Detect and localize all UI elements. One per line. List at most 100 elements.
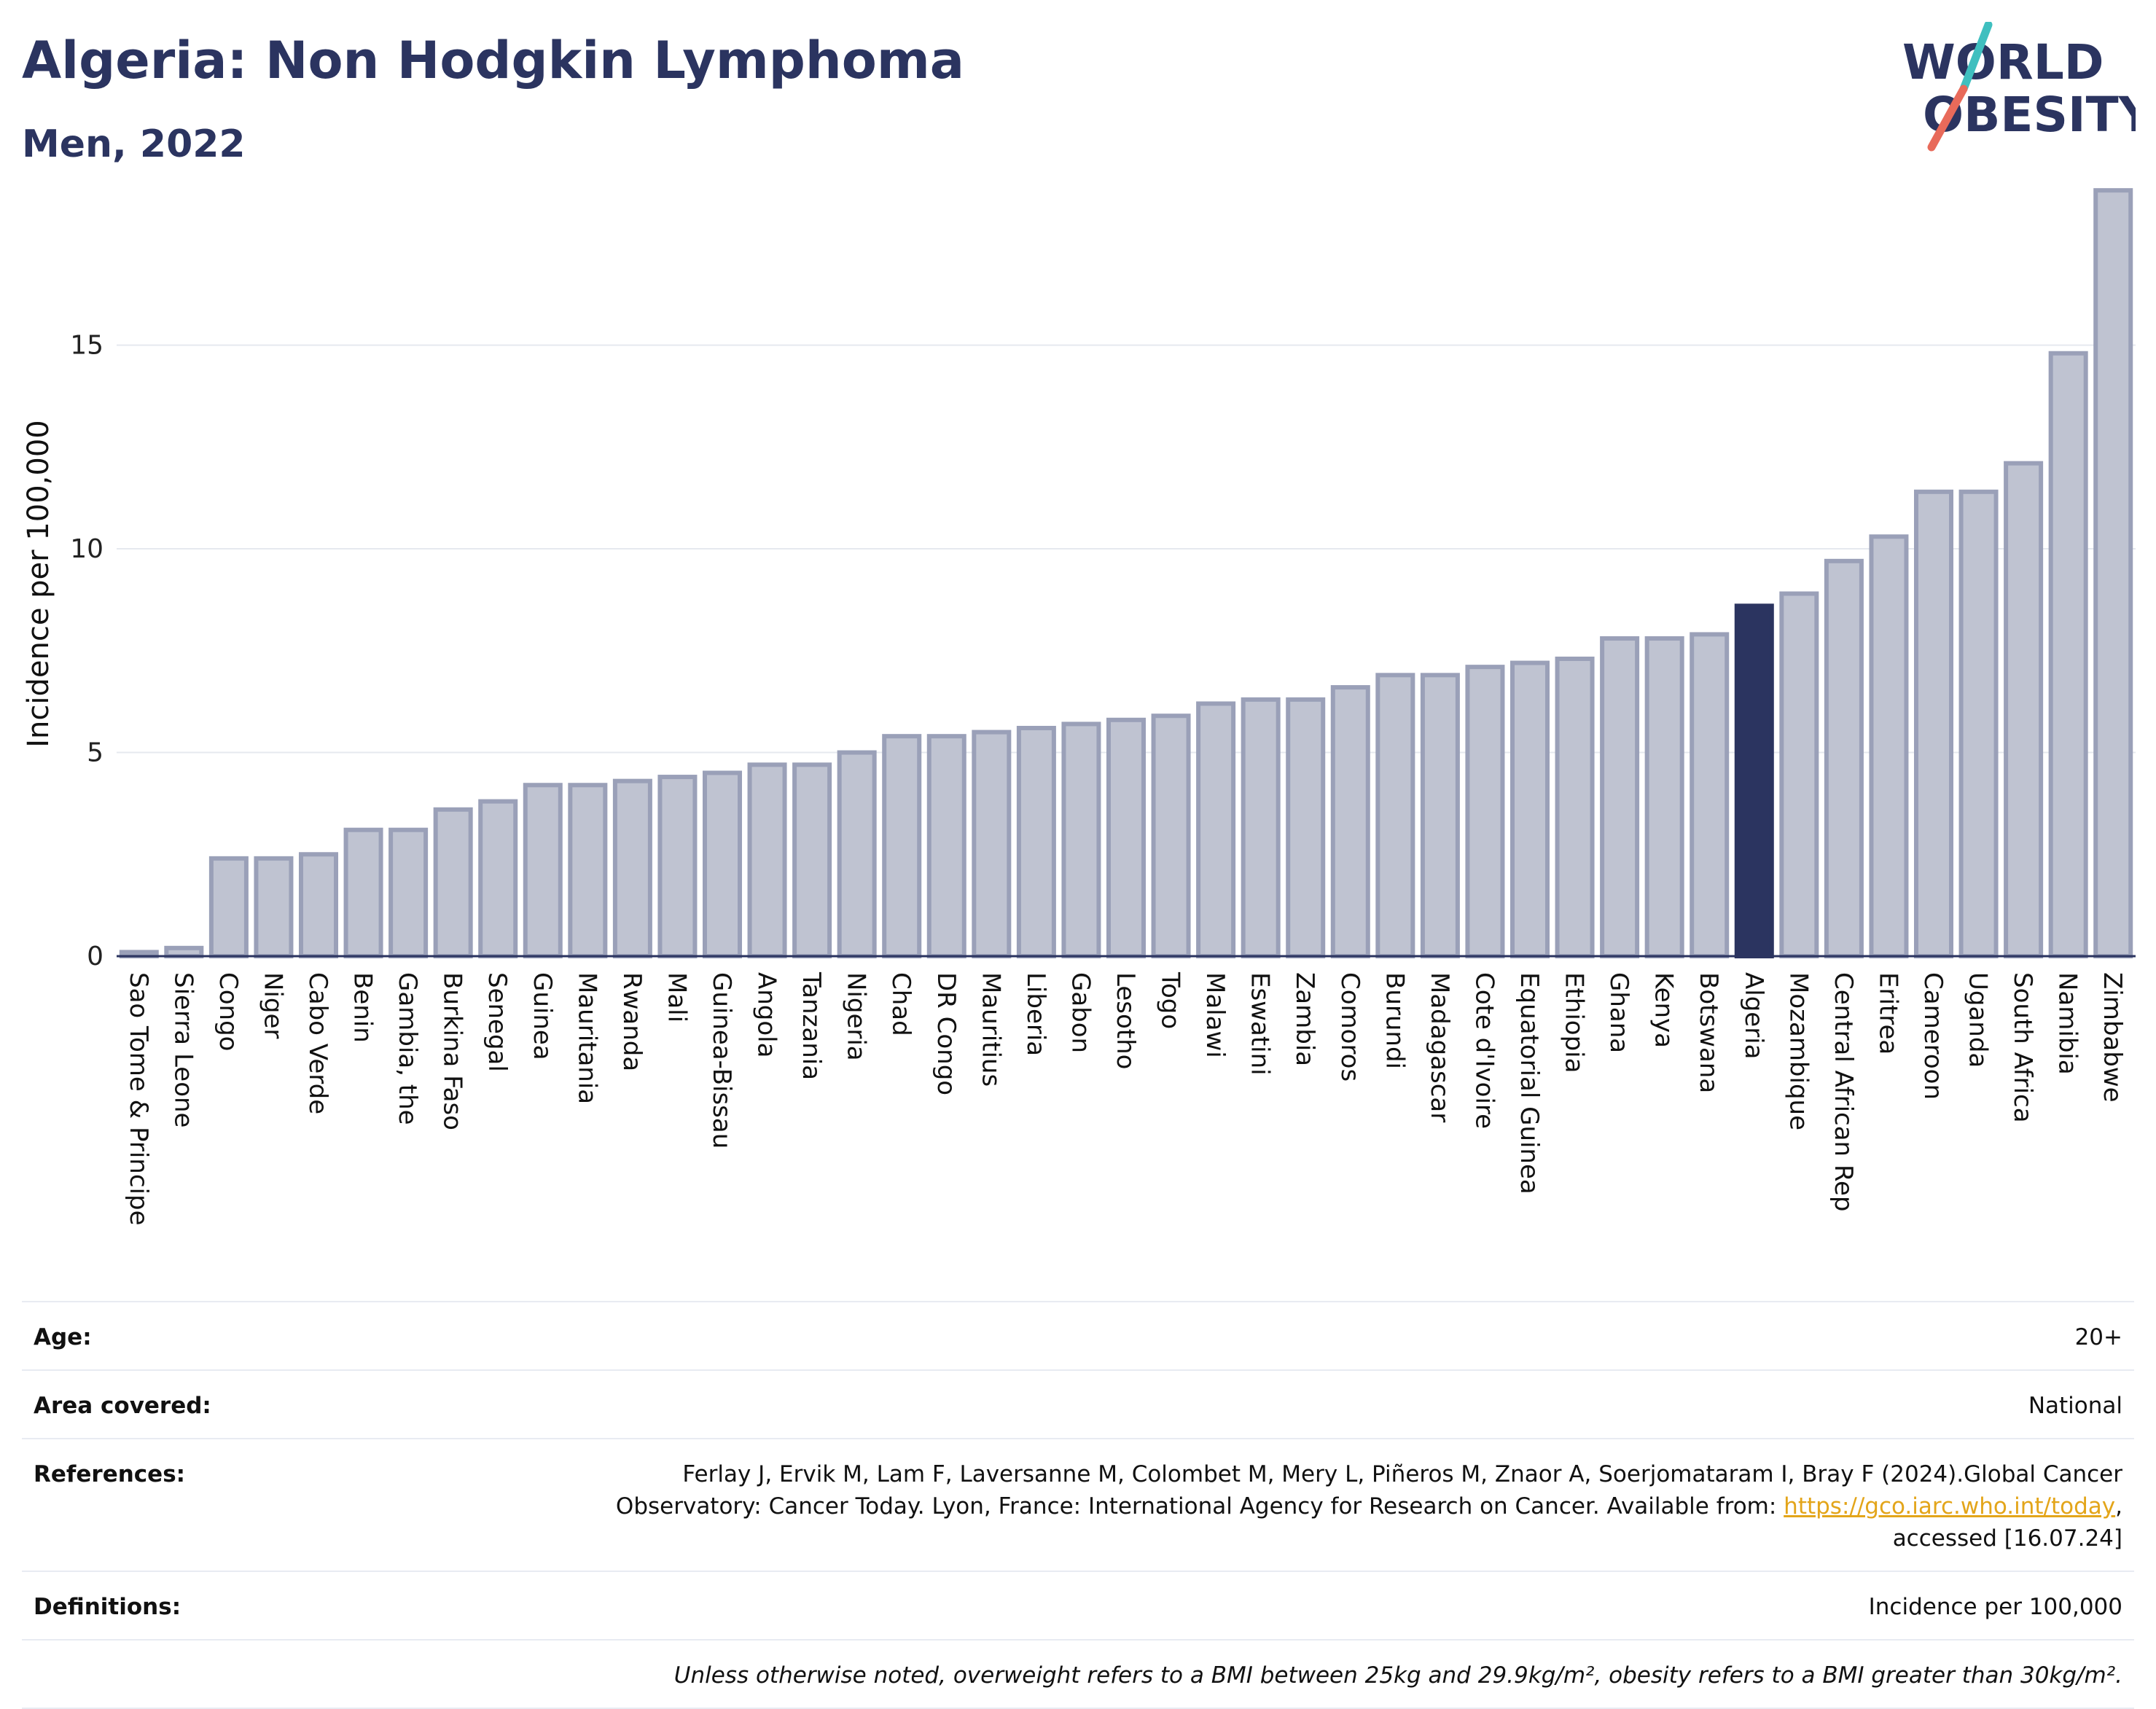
bar <box>1824 558 1864 958</box>
bar <box>388 827 429 958</box>
x-tick-label: Angola <box>752 972 781 1057</box>
definitions-value: Incidence per 100,000 <box>1868 1594 2122 1620</box>
bar <box>1509 660 1550 959</box>
x-tick-label: Burkina Faso <box>438 972 467 1130</box>
area-label: Area covered: <box>34 1393 211 1419</box>
x-tick-label: Gambia, the <box>393 972 422 1125</box>
x-tick-label: Cabo Verde <box>303 972 332 1114</box>
bar <box>433 807 473 958</box>
x-tick-label: Tanzania <box>797 971 826 1080</box>
bar-chart: 0 5 10 15 Sao Tome & Principe Sierra Leone Co… <box>22 188 2136 1226</box>
bar <box>164 945 204 958</box>
x-tick-label: Ghana <box>1604 972 1633 1053</box>
references-value: Ferlay J, Ervik M, Lam F, Laversanne M, … <box>616 1458 2122 1554</box>
x-tick-label: Mali <box>662 972 691 1022</box>
bar <box>1286 697 1326 958</box>
x-tick-label: Eritrea <box>1873 972 1902 1055</box>
x-tick-label: Uganda <box>1964 972 1993 1068</box>
x-tick-label: Eswatini <box>1246 972 1275 1076</box>
bar <box>1869 534 1909 958</box>
bar <box>1106 717 1147 959</box>
x-tick-label: Botswana <box>1694 972 1723 1093</box>
y-tick-label: 5 <box>87 738 103 768</box>
x-tick-label: Zambia <box>1290 972 1319 1066</box>
age-label: Age: <box>34 1324 92 1350</box>
x-tick-label: Mauritius <box>976 972 1005 1087</box>
x-tick-label: Lesotho <box>1111 972 1140 1069</box>
chart-subtitle: Men, 2022 <box>22 122 246 166</box>
footnote: Unless otherwise noted, overweight refer… <box>673 1662 2122 1689</box>
bar <box>926 734 966 958</box>
y-tick-label: 10 <box>70 534 103 564</box>
info-row-footnote: Unless otherwise noted, overweight refer… <box>22 1639 2134 1709</box>
info-row-age: Age: 20+ <box>22 1301 2134 1369</box>
bar <box>612 778 652 958</box>
x-tick-label: Niger <box>258 972 287 1039</box>
x-tick-label: Nigeria <box>842 972 871 1061</box>
references-text-2: Observatory: Cancer Today. Lyon, France:… <box>615 1493 1784 1520</box>
world-obesity-logo: WORLD OBESITY <box>1902 22 2136 152</box>
bar <box>1151 713 1191 959</box>
bar <box>792 762 832 958</box>
y-tick-label: 0 <box>87 942 103 971</box>
bar <box>523 783 563 958</box>
bar <box>657 775 698 958</box>
logo-slash-teal <box>1959 22 1993 93</box>
bar <box>747 762 787 958</box>
bar <box>1644 636 1684 958</box>
x-tick-label: Senegal <box>483 972 512 1072</box>
x-tick-label: Rwanda <box>617 972 647 1071</box>
bar <box>1061 721 1101 959</box>
bar <box>1555 656 1595 959</box>
references-link[interactable]: https://gco.iarc.who.int/today <box>1784 1493 2116 1520</box>
bar <box>1690 632 1730 958</box>
bar <box>2093 188 2133 958</box>
bar <box>1779 591 1819 959</box>
bar <box>1913 489 1954 958</box>
logo-line-1: WORLD <box>1902 34 2104 90</box>
bar-highlight <box>1734 603 1774 958</box>
x-tick-label: Sierra Leone <box>168 972 198 1127</box>
bar <box>1958 489 1999 958</box>
x-tick-label: Kenya <box>1649 972 1679 1048</box>
area-value: National <box>2028 1393 2122 1419</box>
x-tick-label: Cote d'Ivoire <box>1469 972 1499 1129</box>
x-tick-label: Mozambique <box>1784 972 1813 1130</box>
bar <box>1375 673 1415 958</box>
bar <box>298 852 339 959</box>
bar <box>837 750 877 959</box>
info-row-definitions: Definitions: Incidence per 100,000 <box>22 1571 2134 1639</box>
bar <box>478 799 518 958</box>
references-text-1: Ferlay J, Ervik M, Lam F, Laversanne M, … <box>682 1461 2122 1487</box>
info-row-references: References: Ferlay J, Ervik M, Lam F, La… <box>22 1438 2134 1571</box>
bar <box>702 770 743 958</box>
x-tick-label: Guinea <box>528 972 557 1060</box>
bar <box>343 827 383 958</box>
references-text-4: accessed [16.07.24] <box>1892 1525 2122 1552</box>
x-tick-label: Sao Tome & Principe <box>124 972 153 1226</box>
x-tick-label: Chad <box>886 972 915 1036</box>
x-tick-label: Liberia <box>1021 972 1050 1056</box>
bar <box>1196 701 1236 958</box>
info-row-area: Area covered: National <box>22 1369 2134 1438</box>
x-tick-label: Congo <box>214 972 243 1051</box>
age-value: 20+ <box>2074 1324 2122 1350</box>
bar <box>972 730 1012 958</box>
chart-title: Algeria: Non Hodgkin Lymphoma <box>22 31 965 90</box>
x-tick-labels: Sao Tome & Principe Sierra Leone Congo Nige… <box>124 971 2127 1226</box>
x-tick-label: Central African Rep <box>1829 972 1858 1212</box>
bar <box>254 856 294 959</box>
logo-slash-coral <box>1927 85 1968 152</box>
bar <box>1016 725 1056 959</box>
x-tick-label: Benin <box>348 972 378 1043</box>
bar <box>2004 461 2044 958</box>
x-tick-label: Zimbabwe <box>2098 972 2127 1103</box>
x-tick-label: Burundi <box>1380 972 1409 1069</box>
bar <box>1465 665 1505 958</box>
y-tick-label: 15 <box>70 331 103 361</box>
x-tick-label: Mauritania <box>572 972 601 1104</box>
definitions-label: Definitions: <box>34 1594 181 1620</box>
x-tick-label: Guinea-Bissau <box>707 972 736 1149</box>
y-axis-label: Incidence per 100,000 <box>22 420 55 748</box>
x-tick-label: Malawi <box>1200 972 1230 1058</box>
